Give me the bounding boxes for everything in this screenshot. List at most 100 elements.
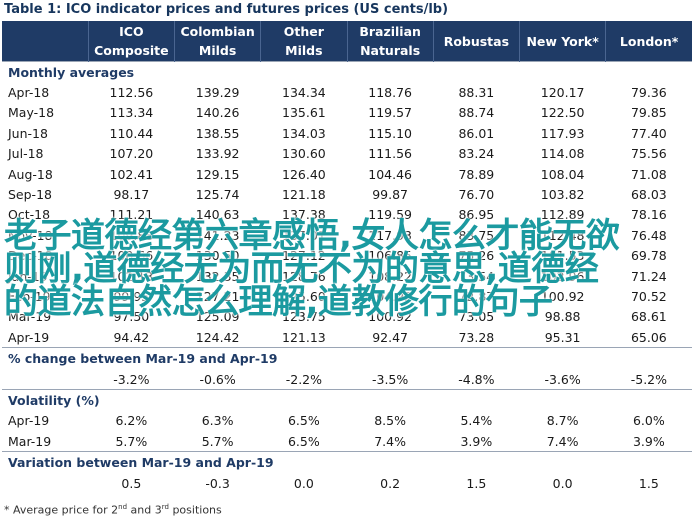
cell: 92.47	[372, 329, 409, 345]
header-cell: Colombian Milds	[173, 21, 261, 62]
cell: 101.53	[540, 248, 585, 264]
cell: 70.52	[630, 288, 667, 304]
cell: 127.21	[195, 288, 240, 304]
section-label: Variation between Mar-19 and Apr-19	[2, 451, 692, 473]
cell: 123.75	[282, 309, 326, 325]
cell: 113.34	[109, 105, 154, 121]
cell: -4.8%	[458, 371, 495, 387]
cell: 115.10	[368, 125, 412, 141]
cell: 129.15	[195, 166, 240, 182]
cell: 134.03	[282, 125, 326, 141]
section-label: % change between Mar-19 and Apr-19	[2, 347, 692, 369]
cell: 112.89	[540, 207, 585, 223]
overlay-line: 的道法自然怎么理解,道教修行的句子	[4, 282, 553, 322]
cell: 6.5%	[287, 413, 320, 429]
cell: 1.5	[638, 475, 659, 491]
cell: 8.7%	[546, 413, 579, 429]
cell: 98.17	[113, 187, 150, 203]
header-text: Milds	[285, 43, 323, 58]
footnote: * Average price for 2nd and 3rd position…	[4, 503, 222, 517]
cell: 3.9%	[460, 433, 493, 449]
cell: 99.95	[113, 288, 150, 304]
cell: 103.82	[540, 187, 585, 203]
table-title: Table 1: ICO indicator prices and future…	[4, 2, 449, 17]
row-label: Apr-19	[8, 329, 50, 345]
header-cell: Brazilian Naturals	[346, 21, 434, 62]
data-row: Mar-19 5.7% 5.7% 6.5% 7.4% 3.9% 7.4% 3.9%	[2, 431, 692, 452]
header-text: Composite	[94, 43, 169, 58]
cell: 112.56	[109, 85, 154, 101]
header-text: Robustas	[443, 33, 510, 49]
cell: 83.75	[458, 227, 495, 243]
row-label	[2, 473, 88, 493]
cell: 100.66	[109, 248, 154, 264]
cell: 106.85	[368, 248, 412, 264]
cell: -0.3	[205, 475, 230, 491]
cell: 119.57	[368, 105, 412, 121]
cell: 109.88	[109, 227, 154, 243]
header-text: Brazilian	[359, 24, 421, 39]
cell: 104.46	[368, 166, 412, 182]
header-cell: Robustas	[432, 21, 520, 62]
row-label: Oct-18	[8, 207, 51, 223]
header-text: London*	[619, 33, 679, 49]
data-row: May-18 113.34 140.26 135.61 119.57 88.74 122.5…	[2, 103, 692, 123]
cell: 76.70	[458, 187, 495, 203]
row-label: Feb-19	[8, 288, 51, 304]
data-row: Dec-18 100.66 130.50 127.12 106.85 75.26 101.5…	[2, 246, 692, 266]
row-label: Nov-18	[8, 227, 53, 243]
cell: 0.0	[552, 475, 573, 491]
cell: 65.06	[630, 329, 667, 345]
cell: 138.55	[195, 125, 240, 141]
cell: 122.50	[540, 105, 585, 121]
row-label: Apr-18	[8, 85, 50, 101]
section-row: % change between Mar-19 and Apr-19	[2, 347, 692, 369]
row-label: Aug-18	[8, 166, 53, 182]
cell: 1.5	[466, 475, 487, 491]
cell: 121.18	[282, 187, 326, 203]
footnote-part: positions	[168, 503, 222, 517]
row-label: Mar-19	[8, 309, 52, 325]
data-row: Feb-19 99.95 127.21 125.60 104.92 72.87 100.92…	[2, 286, 692, 306]
section-row: Monthly averages	[2, 61, 692, 83]
cell: 3.9%	[632, 433, 665, 449]
cell: 75.56	[630, 146, 667, 162]
header-cell: London*	[605, 21, 692, 62]
cell: 73.05	[458, 309, 495, 325]
cell: 94.42	[113, 329, 150, 345]
cell: 117.93	[368, 227, 412, 243]
row-label: Jan-19	[8, 268, 48, 284]
cell: -3.2%	[113, 371, 150, 387]
data-row: Sep-18 98.17 125.74 121.18 99.87 76.70 103.82 6…	[2, 184, 692, 204]
row-label	[2, 369, 88, 390]
cell: 118.76	[368, 85, 412, 101]
cell: 95.31	[544, 329, 581, 345]
cell: 125.09	[195, 309, 240, 325]
cell: 102.13	[109, 268, 154, 284]
cell: 73.28	[458, 329, 495, 345]
cell: 76.48	[630, 227, 667, 243]
data-row: Nov-18 109.88 141.23 137.01 117.93 83.75 112.4…	[2, 225, 692, 245]
cell: 132.35	[195, 268, 240, 284]
cell: 0.5	[121, 475, 142, 491]
cell: 7.4%	[374, 433, 406, 449]
cell: 141.23	[195, 227, 240, 243]
cell: 125.60	[282, 288, 326, 304]
cell: 88.31	[458, 85, 495, 101]
cell: 7.4%	[546, 433, 579, 449]
row-label: Sep-18	[8, 187, 52, 203]
cell: 102.41	[109, 166, 154, 182]
cell: 104.92	[368, 288, 412, 304]
cell: 140.26	[195, 105, 240, 121]
header-text: Milds	[198, 43, 237, 58]
cell: 68.03	[630, 187, 667, 203]
header-cell: ICO Composite	[87, 21, 175, 62]
data-row: Jan-19 102.13 132.35 128.76 108.22 73.54 102.9…	[2, 266, 692, 286]
cell: 5.7%	[115, 433, 148, 449]
cell: 137.38	[282, 207, 326, 223]
footnote-part: and 3	[127, 503, 162, 517]
row-label: Jul-18	[8, 146, 44, 162]
cell: 8.5%	[374, 413, 406, 429]
header-text: New York*	[526, 33, 599, 49]
header-cell: New York*	[518, 21, 606, 62]
